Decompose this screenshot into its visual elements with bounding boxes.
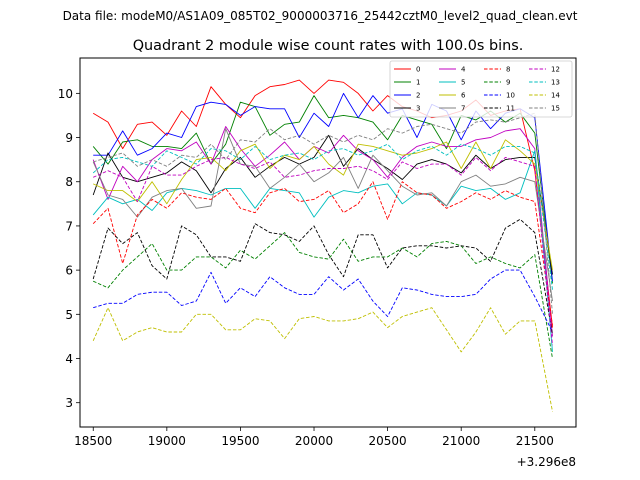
- series-line-12: [93, 156, 553, 346]
- x-offset-label: +3.296e8: [517, 455, 576, 469]
- series-line-14: [92, 307, 553, 412]
- y-tick-label: 8: [65, 175, 73, 189]
- legend-label-3: 3: [416, 105, 420, 113]
- y-tick-label: 6: [65, 264, 73, 278]
- x-tick-label: 19000: [148, 434, 186, 448]
- y-tick-label: 5: [65, 308, 73, 322]
- legend-label-11: 11: [506, 105, 515, 113]
- series-line-15: [93, 112, 553, 315]
- legend-label-0: 0: [416, 66, 420, 74]
- y-tick-label: 10: [58, 87, 73, 101]
- series-line-11: [92, 218, 553, 335]
- legend-label-9: 9: [506, 79, 510, 87]
- series-line-10: [93, 269, 553, 333]
- series-line-8: [92, 181, 553, 326]
- legend-label-13: 13: [551, 79, 560, 87]
- y-tick-label: 3: [65, 396, 73, 410]
- series-line-1: [92, 95, 553, 284]
- series-line-9: [93, 232, 553, 359]
- legend-label-5: 5: [461, 79, 465, 87]
- legend-label-8: 8: [506, 66, 510, 74]
- legend-label-12: 12: [551, 66, 560, 74]
- legend-label-14: 14: [551, 92, 560, 100]
- x-tick-label: 19500: [221, 434, 259, 448]
- series-line-3: [92, 134, 553, 275]
- legend-label-6: 6: [461, 92, 466, 100]
- x-tick-label: 21000: [442, 434, 480, 448]
- y-tick-label: 9: [65, 131, 73, 145]
- legend-label-10: 10: [506, 92, 515, 100]
- legend-box: [389, 60, 573, 118]
- y-axis: 3 4 5 6 7 8 9 10: [58, 87, 80, 410]
- legend-label-1: 1: [416, 79, 420, 87]
- series-layer: [92, 79, 553, 412]
- y-tick-label: 7: [65, 219, 73, 233]
- x-tick-label: 18500: [74, 434, 112, 448]
- y-tick-label: 4: [65, 352, 73, 366]
- legend-label-2: 2: [416, 92, 420, 100]
- legend-label-7: 7: [461, 105, 465, 113]
- x-tick-label: 20500: [369, 434, 407, 448]
- chart-title: Quadrant 2 module wise count rates with …: [133, 38, 524, 54]
- series-line-13: [92, 143, 553, 291]
- x-axis: 18500 19000 19500 20000 20500 21000 21500: [74, 427, 554, 448]
- x-tick-label: 21500: [516, 434, 554, 448]
- series-line-4: [92, 126, 553, 337]
- x-tick-label: 20000: [295, 434, 333, 448]
- data-file-suptitle: Data file: modeM0/AS1A09_085T02_90000037…: [63, 9, 578, 23]
- legend-label-15: 15: [551, 105, 560, 113]
- legend-label-4: 4: [461, 66, 466, 74]
- axes-frame: [79, 57, 577, 428]
- series-line-7: [92, 128, 553, 302]
- series-line-5: [92, 150, 553, 352]
